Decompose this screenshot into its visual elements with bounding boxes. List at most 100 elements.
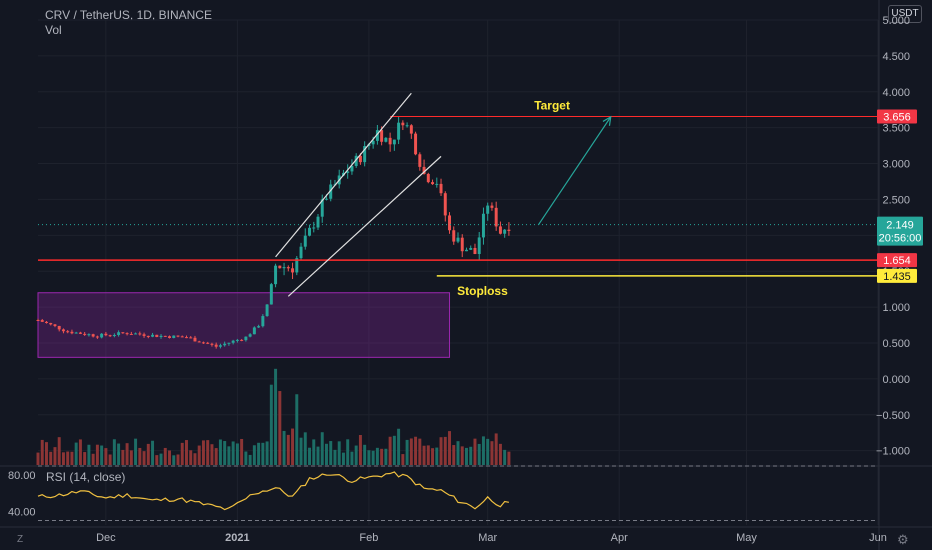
y-tick-label: 3.500 <box>882 123 910 135</box>
candle-body <box>477 237 481 255</box>
candle-body <box>87 334 91 336</box>
countdown-tag: 20:56:00 <box>879 233 922 245</box>
candle-body <box>214 344 218 347</box>
volume-bar <box>477 443 481 465</box>
volume-bar <box>295 394 299 465</box>
candle-body <box>392 139 396 145</box>
candle-body <box>172 335 176 338</box>
candle-body <box>201 342 205 344</box>
volume-bar <box>163 447 167 465</box>
volume-bar <box>494 433 498 465</box>
candle-body <box>375 130 379 141</box>
timezone-icon[interactable]: Z <box>17 534 24 545</box>
volume-bar <box>371 450 375 465</box>
currency-button[interactable]: USDT <box>888 5 922 23</box>
volume-bar <box>176 454 180 465</box>
y-tick-label: 0.500 <box>882 338 910 350</box>
volume-bar <box>218 439 222 465</box>
candle-body <box>151 334 155 337</box>
candle-body <box>45 321 48 323</box>
volume-bar <box>439 437 443 465</box>
y-tick-label: −0.500 <box>876 410 910 422</box>
candle-body <box>465 249 468 252</box>
volume-bar <box>112 439 116 465</box>
candle-body <box>452 230 456 242</box>
candle-body <box>494 207 498 227</box>
volume-bar <box>465 447 468 465</box>
volume-bar <box>380 448 384 465</box>
volume-bar <box>358 434 362 465</box>
candle-body <box>100 333 104 338</box>
candle-body <box>350 165 354 172</box>
candle-body <box>257 326 261 328</box>
volume-bar <box>108 454 112 465</box>
candle-body <box>278 265 282 269</box>
candle-body <box>240 339 244 341</box>
candle-body <box>231 340 235 343</box>
candle-body <box>282 267 286 269</box>
accumulation-box <box>37 292 451 358</box>
volume-bar <box>57 437 61 465</box>
volume-bar <box>240 438 244 465</box>
candle-body <box>295 258 299 273</box>
candle-body <box>299 246 303 259</box>
gear-icon[interactable]: ⚙ <box>897 532 909 547</box>
volume-bar <box>414 436 418 465</box>
candle-body <box>388 137 392 145</box>
volume-bar <box>155 455 159 465</box>
volume-bar <box>159 453 163 465</box>
volume-bar <box>443 436 447 465</box>
volume-bar <box>87 444 91 465</box>
candle-body <box>507 229 511 231</box>
candle-body <box>265 304 269 317</box>
candle-body <box>308 227 311 236</box>
volume-bar <box>469 446 473 465</box>
projection-arrow-line <box>538 116 612 225</box>
volume-bar <box>36 452 40 465</box>
volume-bar <box>401 454 405 465</box>
volume-label[interactable]: Vol <box>45 23 62 37</box>
resistance-price-tag: 1.654 <box>883 255 911 267</box>
y-tick-label: 1.000 <box>882 302 910 314</box>
y-tick-label: 4.500 <box>882 51 910 63</box>
candle-body <box>235 339 239 341</box>
candle-body <box>117 332 121 335</box>
candle-body <box>248 334 252 337</box>
candle-body <box>53 324 57 326</box>
volume-bar <box>486 438 490 465</box>
rsi-pane: 80.00 40.00 RSI (14, close) <box>8 465 878 521</box>
candle-body <box>316 216 320 228</box>
rsi-title: RSI (14, close) <box>46 470 125 484</box>
symbol-title[interactable]: CRV / TetherUS, 1D, BINANCE <box>45 8 212 22</box>
volume-bar <box>418 438 422 465</box>
volume-bar <box>180 442 184 465</box>
candle-body <box>456 237 460 242</box>
volume-bar <box>503 449 507 465</box>
candle-body <box>206 342 210 344</box>
volume-bar <box>375 447 379 465</box>
volume-bar <box>490 441 494 465</box>
volume-bar <box>278 391 282 465</box>
candle-body <box>134 333 138 335</box>
candle-body <box>218 345 222 347</box>
candle-body <box>486 205 490 214</box>
volume-bar <box>83 452 87 465</box>
candle-body <box>329 184 333 199</box>
volume-bar <box>95 444 99 465</box>
candle-body <box>70 331 74 334</box>
y-tick-label: 5.000 <box>882 15 910 27</box>
volume-bar <box>248 454 252 465</box>
volume-bar <box>337 441 341 465</box>
y-tick-label: 2.500 <box>882 194 910 206</box>
candles <box>36 116 511 349</box>
axes: 5.0004.5004.0003.5003.0002.5002.0001.500… <box>96 15 923 544</box>
volume-bars <box>36 368 511 465</box>
candle-body <box>354 155 358 166</box>
last-price-tag: 2.149 <box>886 220 914 232</box>
volume-bar <box>422 445 426 465</box>
candle-body <box>460 237 464 252</box>
y-tick-label: 3.000 <box>882 159 910 171</box>
volume-bar <box>333 449 337 465</box>
volume-bar <box>252 445 256 465</box>
